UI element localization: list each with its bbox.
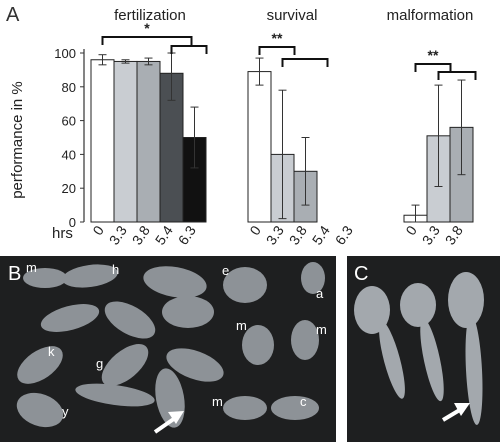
significance-bracket-outer — [258, 46, 296, 55]
larva — [75, 383, 155, 407]
panel-b-photo: B m h e a m m k g y m c — [0, 256, 336, 442]
larva-label: c — [300, 394, 307, 409]
larva — [143, 266, 207, 298]
larvae-c — [354, 272, 484, 425]
y-tick-label: 20 — [62, 181, 76, 196]
x-tick-label: 5.4 — [309, 222, 333, 247]
significance-marker: ** — [428, 47, 439, 63]
larva — [17, 346, 63, 384]
larva-label: e — [222, 263, 229, 278]
x-tick-label: 3.8 — [129, 222, 153, 247]
larva — [420, 318, 444, 402]
larva — [301, 262, 325, 294]
larva-label: g — [96, 356, 103, 371]
larva — [465, 315, 483, 425]
y-tick-label: 0 — [69, 215, 76, 230]
x-tick-label: 6.3 — [332, 222, 356, 247]
larva-label: m — [236, 318, 247, 333]
arrow-b-head — [168, 411, 184, 424]
larva — [223, 396, 267, 420]
larva — [23, 268, 67, 288]
panel-a: A performance in % 0 20 40 60 80 100 fertiliz… — [6, 4, 477, 248]
group-title: survival — [267, 7, 318, 24]
x-tick-label: 3.8 — [442, 222, 466, 247]
significance-brackets: ***** — [101, 20, 477, 80]
x-tick-label: 0 — [246, 222, 264, 238]
x-tick-label: 3.3 — [106, 222, 130, 247]
bar — [113, 60, 138, 223]
group-titles: fertilization survival malformation — [114, 7, 473, 24]
significance-bracket-inner — [170, 45, 208, 54]
group-title: malformation — [387, 7, 474, 24]
larva — [166, 348, 224, 382]
y-tick-label: 100 — [54, 46, 76, 61]
x-tick-label: 0 — [402, 222, 420, 238]
significance-marker: ** — [272, 30, 283, 46]
larva — [16, 392, 64, 428]
x-tick-label: 5.4 — [152, 222, 176, 247]
significance-marker: * — [144, 20, 150, 36]
panel-c-letter: C — [354, 263, 368, 285]
larva — [104, 301, 156, 339]
x-tick-label: 3.8 — [286, 222, 310, 247]
larva-label: m — [212, 394, 223, 409]
larva — [400, 283, 436, 327]
larva — [271, 396, 319, 420]
larva — [40, 304, 100, 332]
bar — [90, 59, 115, 223]
larva — [62, 264, 118, 288]
x-tick-label: 3.3 — [419, 222, 443, 247]
x-axis-label: hrs — [52, 225, 73, 242]
larva — [291, 320, 319, 360]
y-axis: 0 20 40 60 80 100 — [54, 46, 85, 230]
arrow-c-head — [454, 403, 470, 416]
bars — [90, 59, 474, 223]
arrow-b — [153, 411, 184, 434]
bar — [136, 60, 161, 223]
y-axis-label: performance in % — [9, 81, 26, 199]
larva-label: y — [62, 404, 69, 419]
significance-bracket-outer — [414, 63, 452, 72]
larva-label: a — [316, 286, 324, 301]
panel-b-letter: B — [8, 263, 21, 285]
larva-label: k — [48, 344, 55, 359]
x-tick-label: 3.3 — [263, 222, 287, 247]
larva — [448, 272, 484, 328]
significance-bracket-inner — [281, 58, 329, 67]
larva-label: h — [112, 262, 119, 277]
significance-bracket-inner — [437, 71, 477, 80]
larva-label: m — [316, 322, 327, 337]
larvae-b — [16, 262, 325, 428]
larva — [379, 321, 405, 399]
larva-labels: m h e a m m k g y m c — [26, 260, 327, 419]
larva — [162, 296, 214, 328]
arrow-c — [441, 403, 470, 422]
y-tick-label: 80 — [62, 80, 76, 95]
panel-a-letter: A — [6, 4, 20, 26]
group-title: fertilization — [114, 7, 186, 24]
larva — [223, 267, 267, 303]
significance-bracket-outer — [101, 36, 193, 45]
larva — [242, 325, 274, 365]
x-tick-label: 6.3 — [175, 222, 199, 247]
x-tick-label: 0 — [89, 222, 107, 238]
y-tick-label: 40 — [62, 147, 76, 162]
panel-c-photo: C — [347, 256, 500, 442]
larva — [101, 344, 149, 386]
bar — [247, 71, 272, 223]
y-tick-label: 60 — [62, 114, 76, 129]
x-tick-labels: 03.33.85.46.3 03.33.85.46.3 03.33.8 — [89, 222, 466, 247]
larva-label: m — [26, 260, 37, 275]
error-bars — [98, 52, 466, 223]
